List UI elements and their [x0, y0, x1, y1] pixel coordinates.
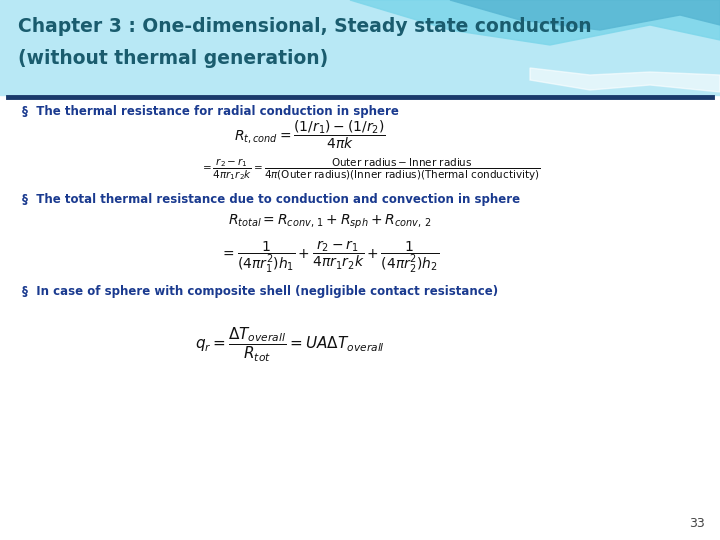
Text: $R_{total} = R_{conv,\,1} + R_{sph} + R_{conv,\,2}$: $R_{total} = R_{conv,\,1} + R_{sph} + R_…	[228, 213, 432, 231]
Bar	[0, 0, 720, 95]
Text: §  In case of sphere with composite shell (negligible contact resistance): § In case of sphere with composite shell…	[22, 286, 498, 299]
Text: §  The thermal resistance for radial conduction in sphere: § The thermal resistance for radial cond…	[22, 105, 399, 118]
Text: 33: 33	[689, 517, 705, 530]
Text: $q_r = \dfrac{\Delta T_{overall}}{R_{tot}} = UA\Delta T_{overall}$: $q_r = \dfrac{\Delta T_{overall}}{R_{tot…	[195, 326, 385, 364]
Text: $= \dfrac{r_2 - r_1}{4\pi r_1 r_2 k} = \dfrac{\mathrm{Outer\ radius} - \mathrm{I: $= \dfrac{r_2 - r_1}{4\pi r_1 r_2 k} = \…	[200, 157, 540, 183]
Text: $R_{t,cond} = \dfrac{(1/r_1)-(1/r_2)}{4\pi k}$: $R_{t,cond} = \dfrac{(1/r_1)-(1/r_2)}{4\…	[234, 119, 386, 151]
Text: $= \dfrac{1}{(4\pi r_1^2)h_1} + \dfrac{r_2 - r_1}{4\pi r_1 r_2 k} + \dfrac{1}{(4: $= \dfrac{1}{(4\pi r_1^2)h_1} + \dfrac{r…	[220, 239, 440, 275]
Text: (without thermal generation): (without thermal generation)	[18, 49, 328, 68]
Polygon shape	[350, 0, 720, 45]
Text: Chapter 3 : One-dimensional, Steady state conduction: Chapter 3 : One-dimensional, Steady stat…	[18, 17, 592, 37]
Polygon shape	[530, 68, 720, 92]
Polygon shape	[450, 0, 720, 30]
Text: §  The total thermal resistance due to conduction and convection in sphere: § The total thermal resistance due to co…	[22, 193, 520, 206]
